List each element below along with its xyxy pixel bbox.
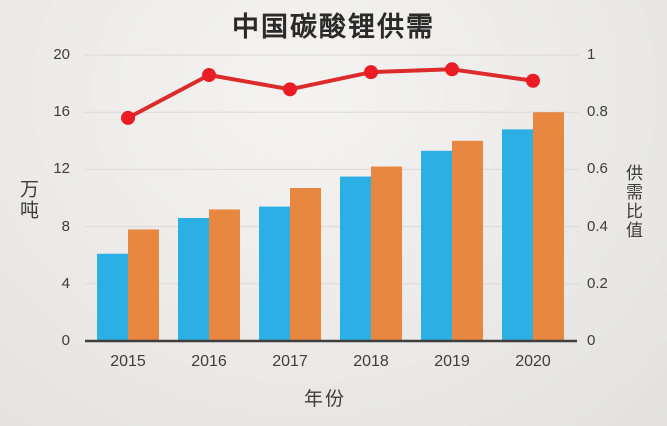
plot-area (85, 54, 579, 343)
left-axis-tick: 0 (61, 332, 70, 349)
x-axis-tick: 2016 (191, 353, 227, 370)
ratio-marker-2017 (283, 82, 297, 97)
right-axis-tick: 0.6 (587, 160, 608, 177)
left-axis-tick: 12 (53, 160, 70, 177)
x-axis-tick: 2017 (272, 353, 308, 370)
bar-blue-2015 (97, 253, 128, 341)
bar-orange-2017 (290, 187, 321, 341)
left-axis-tick: 16 (53, 103, 70, 120)
right-axis-tick: 0.8 (587, 103, 608, 120)
right-axis-tick: 0.4 (587, 218, 608, 235)
chart-title: 中国碳酸锂供需 (232, 12, 435, 42)
left-axis-tick: 20 (53, 46, 70, 63)
right-axis-tick: 0 (587, 332, 596, 349)
ratio-marker-2016 (202, 68, 216, 83)
bar-orange-2016 (209, 209, 240, 341)
x-axis-tick: 2020 (515, 353, 551, 370)
right-axis-tick: 1 (587, 46, 596, 63)
x-axis-tick: 2018 (353, 353, 389, 370)
left-axis-tick: 8 (61, 218, 70, 235)
left-axis-tick: 4 (61, 275, 70, 292)
right-axis-tick: 0.2 (587, 275, 608, 292)
ratio-marker-2018 (364, 65, 378, 80)
bar-orange-2019 (452, 140, 483, 341)
bar-blue-2017 (259, 206, 290, 341)
x-axis-tick: 2019 (434, 353, 470, 370)
right-axis-title: 供需比值 (623, 164, 642, 240)
ratio-marker-2019 (445, 62, 459, 77)
bar-orange-2018 (371, 166, 402, 341)
x-axis-title: 年份 (303, 389, 346, 410)
bar-blue-2020 (502, 129, 533, 341)
bar-orange-2015 (128, 229, 159, 341)
ratio-marker-2020 (526, 73, 540, 88)
bar-blue-2016 (178, 218, 209, 341)
bar-blue-2019 (421, 150, 452, 341)
x-axis-tick: 2015 (110, 353, 146, 370)
ratio-marker-2015 (121, 110, 135, 125)
ratio-line (127, 67, 534, 120)
bar-blue-2018 (340, 176, 371, 341)
left-axis-title: 万吨 (17, 179, 38, 221)
bar-orange-2020 (533, 112, 564, 341)
